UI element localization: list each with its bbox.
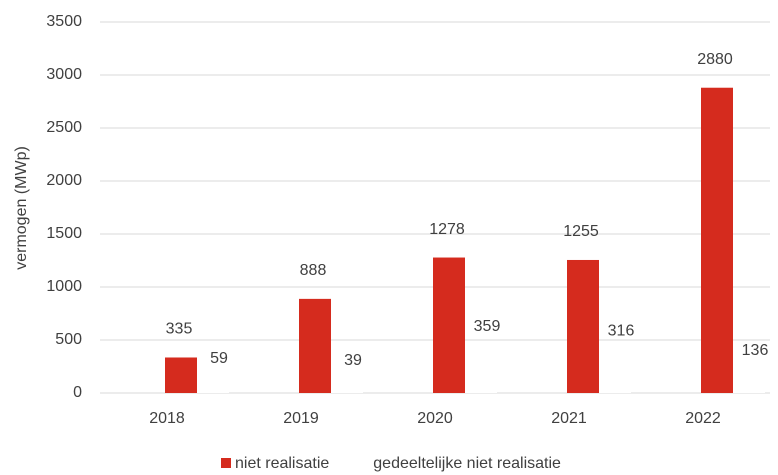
bar [433,257,465,393]
y-tick-label: 1500 [46,225,82,242]
data-label: 359 [474,318,501,335]
bar [197,386,229,393]
x-tick-label: 2021 [551,410,587,427]
data-label: 1278 [429,221,465,238]
y-tick-label: 2000 [46,172,82,189]
data-label: 335 [166,321,193,338]
y-tick-label: 3500 [46,13,82,30]
bar [733,378,765,393]
bar [331,388,363,393]
data-label: 1255 [563,223,599,240]
y-tick-label: 0 [73,384,82,401]
legend-swatch [221,458,231,468]
y-tick-label: 2500 [46,119,82,136]
bar [299,298,331,393]
legend-label: niet realisatie [235,455,329,472]
y-tick-label: 500 [55,331,82,348]
bar [165,357,197,393]
data-label: 136 [742,342,769,359]
y-tick-label: 1000 [46,278,82,295]
bar [701,87,733,393]
data-label: 59 [210,350,228,367]
y-axis-label: vermogen (MWp) [13,146,30,270]
bar [567,259,599,393]
legend-swatch [359,458,370,468]
x-tick-label: 2022 [685,410,721,427]
bar [465,354,497,393]
data-label: 39 [344,352,362,369]
y-tick-label: 3000 [46,66,82,83]
x-tick-label: 2018 [149,410,185,427]
x-tick-label: 2020 [417,410,453,427]
bar [599,359,631,393]
data-label: 888 [300,262,327,279]
x-tick-label: 2019 [283,410,319,427]
legend-label: gedeeltelijke niet realisatie [373,455,561,472]
data-label: 316 [608,323,635,340]
data-label: 2880 [697,51,733,68]
